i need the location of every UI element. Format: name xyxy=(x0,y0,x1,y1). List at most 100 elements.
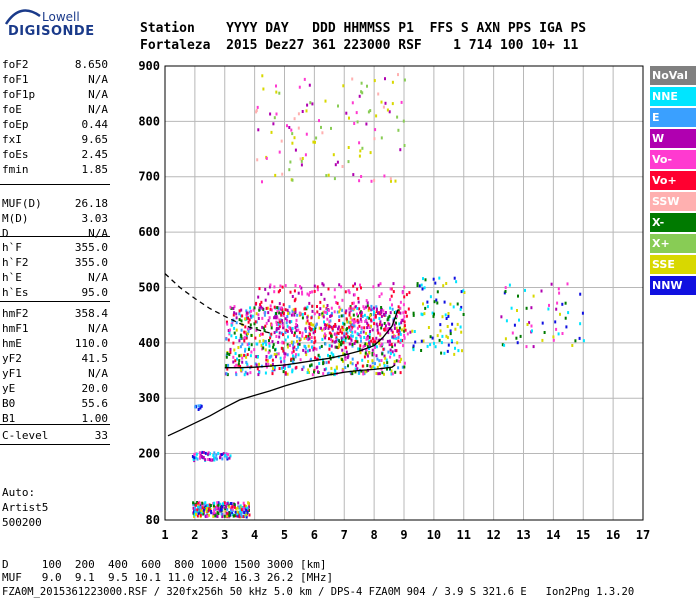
echo-dot xyxy=(399,148,402,152)
echo-dot xyxy=(245,332,248,336)
echo-dot xyxy=(213,510,216,514)
echo-dot xyxy=(284,308,287,312)
echo-dot xyxy=(376,357,379,361)
echo-dot xyxy=(352,301,355,305)
echo-dot xyxy=(265,362,268,366)
echo-dot xyxy=(285,321,288,325)
echo-dot xyxy=(333,295,336,299)
echo-dot xyxy=(359,149,362,153)
param-value: 26.18 xyxy=(74,197,108,210)
echo-dot xyxy=(267,351,270,355)
echo-dot xyxy=(543,331,546,334)
echo-dot xyxy=(456,341,459,345)
echo-dot xyxy=(196,457,199,461)
echo-dot xyxy=(258,333,261,337)
echo-dot xyxy=(356,326,359,330)
echo-dot xyxy=(304,330,307,333)
echo-dot xyxy=(370,324,372,328)
echo-dot xyxy=(247,320,250,324)
auto-line3: 500200 xyxy=(2,516,42,529)
echo-dot xyxy=(384,77,386,81)
echo-dot xyxy=(326,317,329,321)
echo-dot xyxy=(308,337,311,341)
echo-dot xyxy=(246,506,249,510)
echo-dot xyxy=(265,156,268,160)
echo-dot xyxy=(275,312,278,315)
echo-dot xyxy=(217,506,220,510)
echo-dot xyxy=(372,313,375,316)
echo-dot xyxy=(525,306,528,310)
echo-dot xyxy=(403,144,406,147)
echo-dot xyxy=(531,329,533,333)
param-name: hmF1 xyxy=(2,322,29,335)
echo-dot xyxy=(354,340,357,343)
echo-dot xyxy=(391,330,394,334)
echo-dot xyxy=(334,163,337,167)
echo-dot xyxy=(400,328,403,332)
echo-dot xyxy=(268,344,271,348)
echo-dot xyxy=(244,349,246,353)
echo-dot xyxy=(449,332,452,336)
echo-dot xyxy=(328,344,331,348)
echo-dot xyxy=(197,404,200,408)
echo-dot xyxy=(571,344,574,347)
echo-dot xyxy=(328,325,331,329)
echo-dot xyxy=(265,358,268,362)
echo-dot xyxy=(350,327,353,331)
echo-dot xyxy=(356,332,359,336)
echo-dot xyxy=(288,311,291,315)
echo-dot xyxy=(361,146,364,150)
echo-dot xyxy=(373,338,376,342)
echo-dot xyxy=(361,364,364,368)
echo-dot xyxy=(308,83,311,87)
echo-dot xyxy=(330,325,333,329)
echo-dot xyxy=(566,282,569,286)
echo-dot xyxy=(299,157,302,161)
echo-dot xyxy=(333,310,336,314)
echo-dot xyxy=(271,340,274,344)
echo-dot xyxy=(292,340,295,344)
echo-dot xyxy=(383,372,385,376)
echo-dot xyxy=(225,364,228,368)
echo-dot xyxy=(258,362,260,366)
echo-dot xyxy=(229,506,232,510)
echo-dot xyxy=(433,312,435,316)
echo-dot xyxy=(275,355,277,359)
echo-region xyxy=(255,73,406,184)
echo-dot xyxy=(460,330,463,334)
echo-dot xyxy=(265,321,268,325)
echo-dot xyxy=(270,354,273,358)
echo-dot xyxy=(374,314,377,317)
echo-dot xyxy=(223,514,226,518)
echo-dot xyxy=(213,512,216,516)
echo-dot xyxy=(337,104,339,108)
echo-dot xyxy=(302,348,305,352)
param-name: B0 xyxy=(2,397,16,410)
echo-dot xyxy=(358,141,361,145)
echo-dot xyxy=(403,320,406,324)
echo-dot xyxy=(307,334,310,338)
echo-dot xyxy=(278,331,281,335)
echo-dot xyxy=(289,290,292,294)
echo-dot xyxy=(292,354,294,358)
echo-dot xyxy=(321,314,324,318)
echo-dot xyxy=(334,323,337,326)
echo-dot xyxy=(278,302,281,306)
echo-dot xyxy=(353,318,356,322)
echo-dot xyxy=(270,130,273,134)
echo-dot xyxy=(375,336,378,340)
param-value: N/A xyxy=(88,103,108,116)
echo-dot xyxy=(412,313,415,317)
echo-dot xyxy=(400,357,403,361)
echo-dot xyxy=(503,343,506,347)
echo-dot xyxy=(246,327,249,331)
echo-dot xyxy=(342,352,345,356)
echo-dot xyxy=(390,179,392,183)
echo-dot xyxy=(235,328,238,332)
echo-dot xyxy=(237,506,239,510)
echo-dot xyxy=(397,336,400,339)
echo-dot xyxy=(459,307,462,311)
echo-dot xyxy=(278,320,281,324)
echo-dot xyxy=(308,348,311,352)
x-tick-label: 7 xyxy=(341,528,348,542)
